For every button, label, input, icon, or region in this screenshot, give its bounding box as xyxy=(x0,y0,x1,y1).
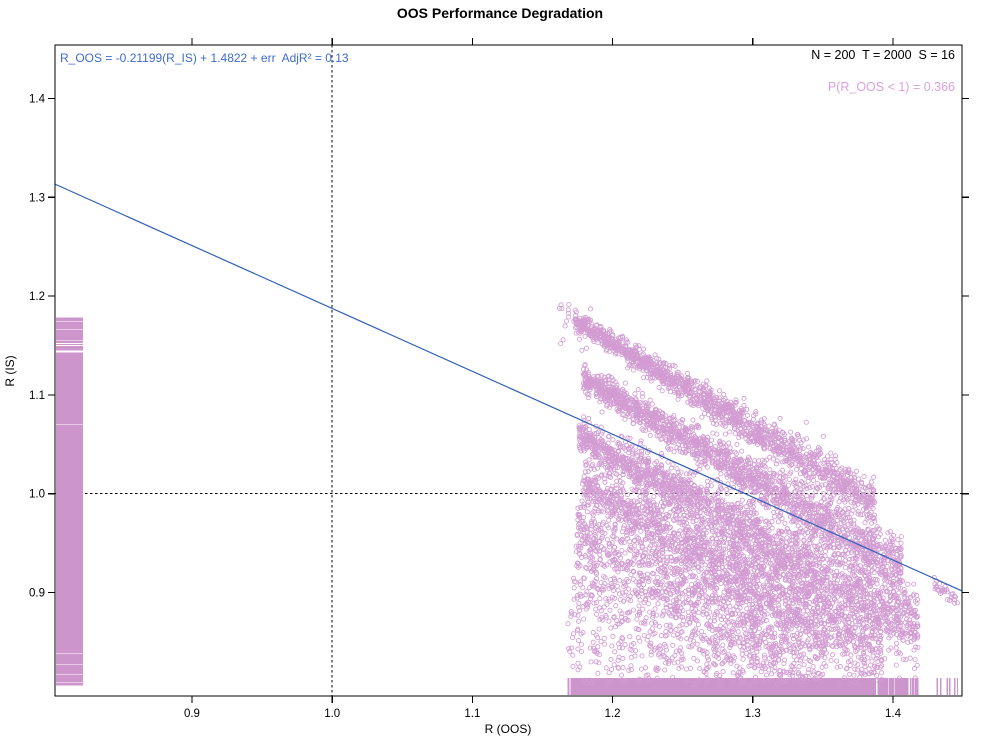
chart-title: OOS Performance Degradation xyxy=(397,5,603,21)
regression-line xyxy=(54,183,963,592)
x-axis-title: R (OOS) xyxy=(485,722,532,736)
rug-left xyxy=(56,317,83,686)
rug-marks xyxy=(56,317,959,695)
y-tick-label: 1.2 xyxy=(29,291,45,303)
scatter-points xyxy=(556,302,960,688)
y-tick-label: 1.4 xyxy=(29,93,46,105)
y-tick-label: 1.1 xyxy=(29,390,45,402)
y-axis-title: R (IS) xyxy=(3,355,17,386)
y-tick-label: 1.0 xyxy=(29,489,45,501)
y-tick-label: 1.3 xyxy=(29,192,45,204)
axes: 0.9 1.0 1.1 1.2 1.3 1.4 0.9 1.0 1.1 1.2 1.3 1.4 xyxy=(29,38,969,720)
x-tick-label: 1.2 xyxy=(605,708,621,720)
plot-border xyxy=(54,44,963,697)
x-tick-label: 1.0 xyxy=(324,708,340,720)
x-tick-label: 0.9 xyxy=(184,708,200,720)
y-tick-label: 0.9 xyxy=(29,587,45,599)
x-tick-label: 1.1 xyxy=(464,708,480,720)
x-tick-label: 1.3 xyxy=(745,708,761,720)
counts-annotation: N = 200 T = 2000 S = 16 xyxy=(811,48,955,62)
equation-annotation: R_OOS = -0.21199(R_IS) + 1.4822 + err Ad… xyxy=(60,51,349,65)
x-tick-label: 1.4 xyxy=(885,708,902,720)
probability-annotation: P(R_OOS < 1) = 0.366 xyxy=(828,80,955,94)
